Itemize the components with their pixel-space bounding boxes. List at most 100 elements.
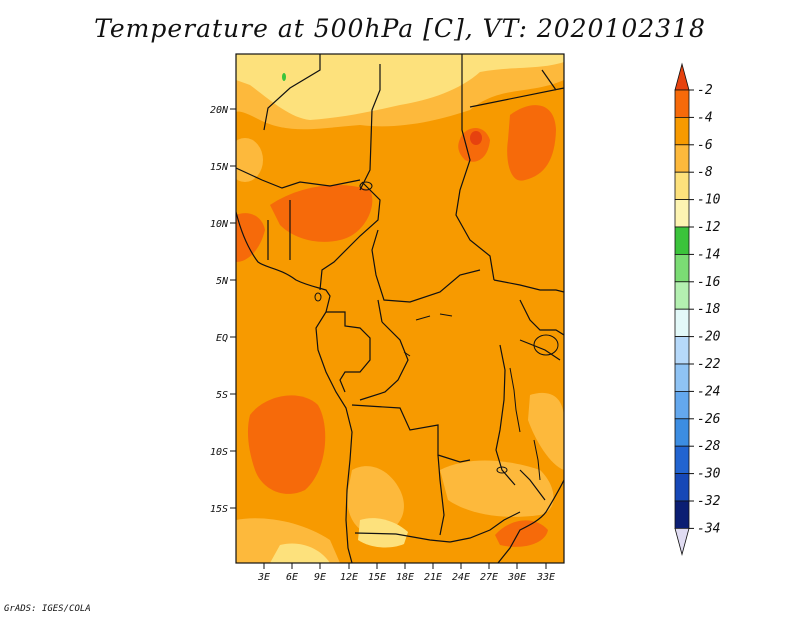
borders-and-coastlines	[236, 54, 564, 563]
colorbar-label: -2	[697, 83, 713, 98]
cooler-patch-angola	[358, 518, 408, 548]
cool-patch-east-edge	[528, 392, 564, 470]
latitude-ticks	[230, 108, 236, 509]
lon-label: 27E	[480, 572, 498, 583]
warm-patch-nigeria	[270, 185, 373, 242]
lakes	[314, 181, 559, 481]
lon-label: 30E	[507, 572, 526, 583]
border-sahara-north	[263, 54, 321, 131]
border-south-sudan	[493, 279, 564, 293]
lake-victoria	[533, 334, 559, 356]
lon-label: 18E	[396, 572, 414, 583]
colorbar-swatch	[674, 117, 690, 146]
lon-label: 9E	[314, 572, 326, 583]
colorbar-label: -18	[697, 302, 721, 317]
lon-label: 12E	[340, 572, 358, 583]
lake-tanganyika	[509, 367, 521, 433]
lon-label: 15E	[368, 572, 386, 583]
border-zambia-zimbabwe	[449, 511, 521, 543]
colorbar-swatch	[674, 473, 690, 502]
colorbar-swatch	[674, 171, 690, 200]
cool-patch-angola	[347, 466, 404, 535]
border-drc-angola	[351, 404, 471, 463]
lat-label: 10S	[210, 447, 228, 458]
colorbar-arrow-top	[674, 62, 690, 91]
longitude-ticks	[263, 563, 547, 569]
congo-dashes-2	[403, 351, 411, 357]
island-bioko	[314, 292, 322, 302]
colorbar-swatch	[674, 363, 690, 392]
lake-chad	[359, 181, 373, 191]
colorbar-label: -4	[697, 110, 713, 125]
border-malawi	[519, 469, 546, 501]
warm-patch-mozambique	[495, 520, 548, 547]
colorbar-swatch	[674, 390, 690, 420]
border-congo-drc	[359, 321, 409, 401]
border-nigeria-north	[236, 167, 361, 189]
green-speck	[282, 73, 286, 81]
grads-credit: GrADS: IGES/COLA	[4, 604, 91, 614]
lon-label: 24E	[452, 572, 470, 583]
colorbar-swatch	[674, 281, 690, 310]
colorbar-label: -28	[697, 439, 721, 454]
lon-label: 33E	[536, 572, 555, 583]
border-chad-sudan	[455, 54, 495, 281]
lat-label: 15S	[210, 504, 228, 515]
colorbar-swatch	[674, 226, 690, 255]
border-nile-north	[541, 69, 557, 91]
colorbar-label: -30	[697, 467, 721, 482]
latitude-labels: 20N 15N 10N 5N EQ 5S 10S 15S	[210, 105, 229, 515]
lake-kariba	[496, 466, 508, 474]
border-uganda-kenya	[519, 299, 564, 336]
border-tanzania	[519, 339, 561, 361]
congo-dashes-1	[415, 313, 453, 321]
lon-label: 6E	[286, 572, 298, 583]
cool-patch-west	[236, 138, 263, 182]
lon-label: 21E	[424, 572, 442, 583]
lat-label: 5S	[216, 390, 228, 401]
colorbar-swatch	[674, 336, 690, 365]
colorbar-label: -22	[697, 357, 721, 372]
colorbar-label: -14	[697, 247, 720, 262]
colorbar-label: -8	[697, 165, 713, 180]
border-nigeria-cameroon	[319, 181, 381, 291]
colorbar-swatch	[674, 253, 690, 283]
colorbar-label: -20	[697, 330, 721, 345]
longitude-labels: 3E 6E 9E 12E 15E 18E 21E 24E 27E 30E 33E	[257, 572, 555, 583]
border-gabon-congo	[326, 311, 371, 393]
colorbar-label: -32	[697, 494, 721, 509]
colorbar-arrow-bottom	[674, 528, 690, 556]
colorbar-swatch	[674, 199, 690, 228]
border-cameroon-car	[371, 229, 481, 303]
warm-patch-sudan	[507, 105, 556, 181]
colorbar: -2 -4 -6 -8 -10 -12 -14 -16 -18 -20 -22 -24 -26 -28 -3…	[674, 62, 721, 556]
border-sudan-egypt	[469, 87, 564, 108]
cooler-patch-south-coast	[270, 543, 330, 563]
east-africa-coastline	[497, 479, 564, 563]
colorbar-label: -24	[697, 384, 720, 399]
cooler-band-north	[236, 54, 564, 120]
lat-label: 10N	[210, 219, 229, 230]
map-title: Temperature at 500hPa [C], VT: 202010231…	[94, 14, 706, 43]
colorbar-swatch	[674, 89, 690, 118]
colorbar-swatch	[674, 418, 690, 447]
lake-malawi	[533, 439, 541, 481]
map-frame	[235, 53, 565, 564]
lon-label: 3E	[257, 572, 270, 583]
colorbar-label: -6	[697, 138, 713, 153]
colorbar-swatch	[674, 500, 690, 529]
cooler-patch-nw	[262, 54, 320, 64]
warm-patch-west-coast	[236, 213, 265, 262]
hot-core-chad	[470, 131, 482, 145]
colorbar-label: -10	[697, 193, 721, 208]
warm-patch-chad-north	[458, 128, 490, 162]
colorbar-label: -34	[697, 521, 720, 536]
colorbar-swatch	[674, 308, 690, 338]
warm-patch-southwest	[247, 395, 326, 494]
lat-label: 20N	[210, 105, 229, 116]
border-car-congo	[377, 299, 383, 323]
border-libya-egypt	[359, 64, 381, 191]
colorbar-label: -12	[697, 220, 721, 235]
border-angola-namibia	[354, 532, 451, 543]
